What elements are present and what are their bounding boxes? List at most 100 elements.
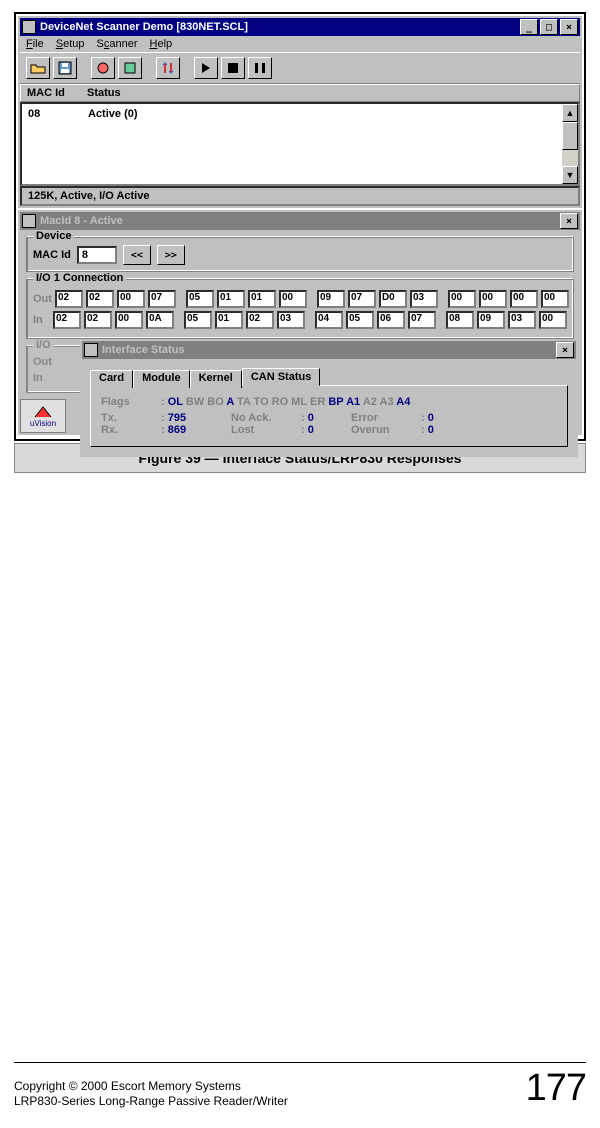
maximize-button[interactable]: □: [540, 19, 558, 35]
tool-b-button[interactable]: [118, 57, 142, 79]
scanner-titlebar[interactable]: DeviceNet Scanner Demo [830NET.SCL] _ □ …: [20, 18, 580, 36]
prev-button[interactable]: <<: [123, 245, 151, 265]
byte-field[interactable]: 00: [117, 290, 145, 308]
interface-status-window: Interface Status × Card Module Kernel CA…: [80, 339, 578, 457]
folder-open-icon: [30, 61, 46, 75]
app-icon: [22, 214, 36, 228]
save-button[interactable]: [53, 57, 77, 79]
io2-group-label: I/O: [33, 339, 54, 351]
menu-help[interactable]: Help: [150, 38, 173, 50]
page-footer: Copyright © 2000 Escort Memory Systems L…: [14, 1062, 586, 1110]
byte-field[interactable]: 01: [248, 290, 276, 308]
row-status: Active (0): [88, 108, 556, 180]
tab-can-status[interactable]: CAN Status: [242, 368, 321, 386]
byte-field[interactable]: 00: [448, 290, 476, 308]
disk-icon: [58, 61, 72, 75]
byte-field[interactable]: 05: [184, 311, 212, 329]
pause-button[interactable]: [248, 57, 272, 79]
byte-field[interactable]: 04: [315, 311, 343, 329]
byte-field[interactable]: 02: [55, 290, 83, 308]
list-header: MAC Id Status: [20, 84, 580, 102]
byte-field[interactable]: 05: [346, 311, 374, 329]
list-row[interactable]: 08 Active (0): [22, 104, 562, 184]
io1-group-label: I/O 1 Connection: [33, 272, 126, 284]
scrollbar[interactable]: ▲ ▼: [562, 104, 578, 184]
byte-field[interactable]: 09: [317, 290, 345, 308]
config-icon: [123, 61, 137, 75]
macid-window: MacId 8 - Active × Device MAC Id 8 << >>…: [18, 210, 582, 435]
minimize-button[interactable]: _: [520, 19, 538, 35]
in-label: In: [33, 314, 50, 326]
menu-file[interactable]: File: [26, 38, 44, 50]
byte-field[interactable]: 09: [477, 311, 505, 329]
iface-title: Interface Status: [102, 344, 556, 356]
scroll-up-button[interactable]: ▲: [562, 104, 578, 122]
byte-field[interactable]: 02: [84, 311, 112, 329]
byte-field[interactable]: 06: [377, 311, 405, 329]
play-icon: [201, 63, 211, 73]
byte-field[interactable]: 00: [279, 290, 307, 308]
byte-field[interactable]: 01: [217, 290, 245, 308]
byte-field[interactable]: 08: [446, 311, 474, 329]
stop-button[interactable]: [221, 57, 245, 79]
uvision-task-icon[interactable]: uVision: [20, 399, 66, 433]
iface-titlebar[interactable]: Interface Status ×: [82, 341, 576, 359]
io1-group: I/O 1 Connection Out 0202000705010100090…: [26, 278, 574, 339]
byte-field[interactable]: 07: [348, 290, 376, 308]
scroll-track[interactable]: [562, 122, 578, 166]
byte-field[interactable]: 02: [86, 290, 114, 308]
menu-scanner[interactable]: Scanner: [97, 38, 138, 50]
byte-field[interactable]: 00: [479, 290, 507, 308]
byte-field[interactable]: 00: [539, 311, 567, 329]
tool-a-button[interactable]: [91, 57, 115, 79]
byte-field[interactable]: 00: [115, 311, 143, 329]
device-group-label: Device: [33, 230, 74, 242]
scanner-title: DeviceNet Scanner Demo [830NET.SCL]: [40, 21, 520, 33]
macid-titlebar[interactable]: MacId 8 - Active ×: [20, 212, 580, 230]
byte-field[interactable]: 07: [408, 311, 436, 329]
device-group: Device MAC Id 8 << >>: [26, 236, 574, 272]
byte-field[interactable]: 03: [508, 311, 536, 329]
uvision-label: uVision: [30, 419, 56, 428]
product-line: LRP830-Series Long-Range Passive Reader/…: [14, 1094, 288, 1110]
byte-field[interactable]: 00: [510, 290, 538, 308]
close-button[interactable]: ×: [560, 213, 578, 229]
tab-kernel[interactable]: Kernel: [190, 370, 242, 388]
menu-setup[interactable]: Setup: [56, 38, 85, 50]
byte-field[interactable]: 07: [148, 290, 176, 308]
byte-field[interactable]: 03: [277, 311, 305, 329]
scroll-thumb[interactable]: [562, 122, 578, 150]
play-button[interactable]: [194, 57, 218, 79]
scanner-window: DeviceNet Scanner Demo [830NET.SCL] _ □ …: [18, 16, 582, 208]
col-status: Status: [87, 87, 121, 99]
open-button[interactable]: [26, 57, 50, 79]
app-icon: [22, 20, 36, 34]
byte-field[interactable]: D0: [379, 290, 407, 308]
uvision-icon: [33, 405, 53, 419]
statusbar: 125K, Active, I/O Active: [20, 186, 580, 206]
menubar: File Setup Scanner Help: [20, 36, 580, 52]
byte-field[interactable]: 03: [410, 290, 438, 308]
col-macid: MAC Id: [27, 87, 87, 99]
tab-module[interactable]: Module: [133, 370, 190, 388]
macid-field[interactable]: 8: [77, 246, 117, 264]
tool-c-button[interactable]: [156, 57, 180, 79]
byte-field[interactable]: 02: [246, 311, 274, 329]
close-button[interactable]: ×: [556, 342, 574, 358]
byte-field[interactable]: 01: [215, 311, 243, 329]
next-button[interactable]: >>: [157, 245, 185, 265]
stop-icon: [228, 63, 238, 73]
out-row: Out 02020007050101000907D00300000000: [33, 290, 567, 308]
in-row: In 0202000A050102030405060708090300: [33, 311, 567, 329]
tab-card[interactable]: Card: [90, 370, 133, 388]
byte-field[interactable]: 00: [541, 290, 569, 308]
page-number: 177: [526, 1067, 586, 1110]
clone-button[interactable]: ×: [560, 19, 578, 35]
byte-field[interactable]: 02: [53, 311, 81, 329]
scroll-down-button[interactable]: ▼: [562, 166, 578, 184]
byte-field[interactable]: 0A: [146, 311, 174, 329]
macid-title: MacId 8 - Active: [40, 215, 560, 227]
toolbar: [20, 52, 580, 84]
updown-icon: [161, 61, 175, 75]
byte-field[interactable]: 05: [186, 290, 214, 308]
